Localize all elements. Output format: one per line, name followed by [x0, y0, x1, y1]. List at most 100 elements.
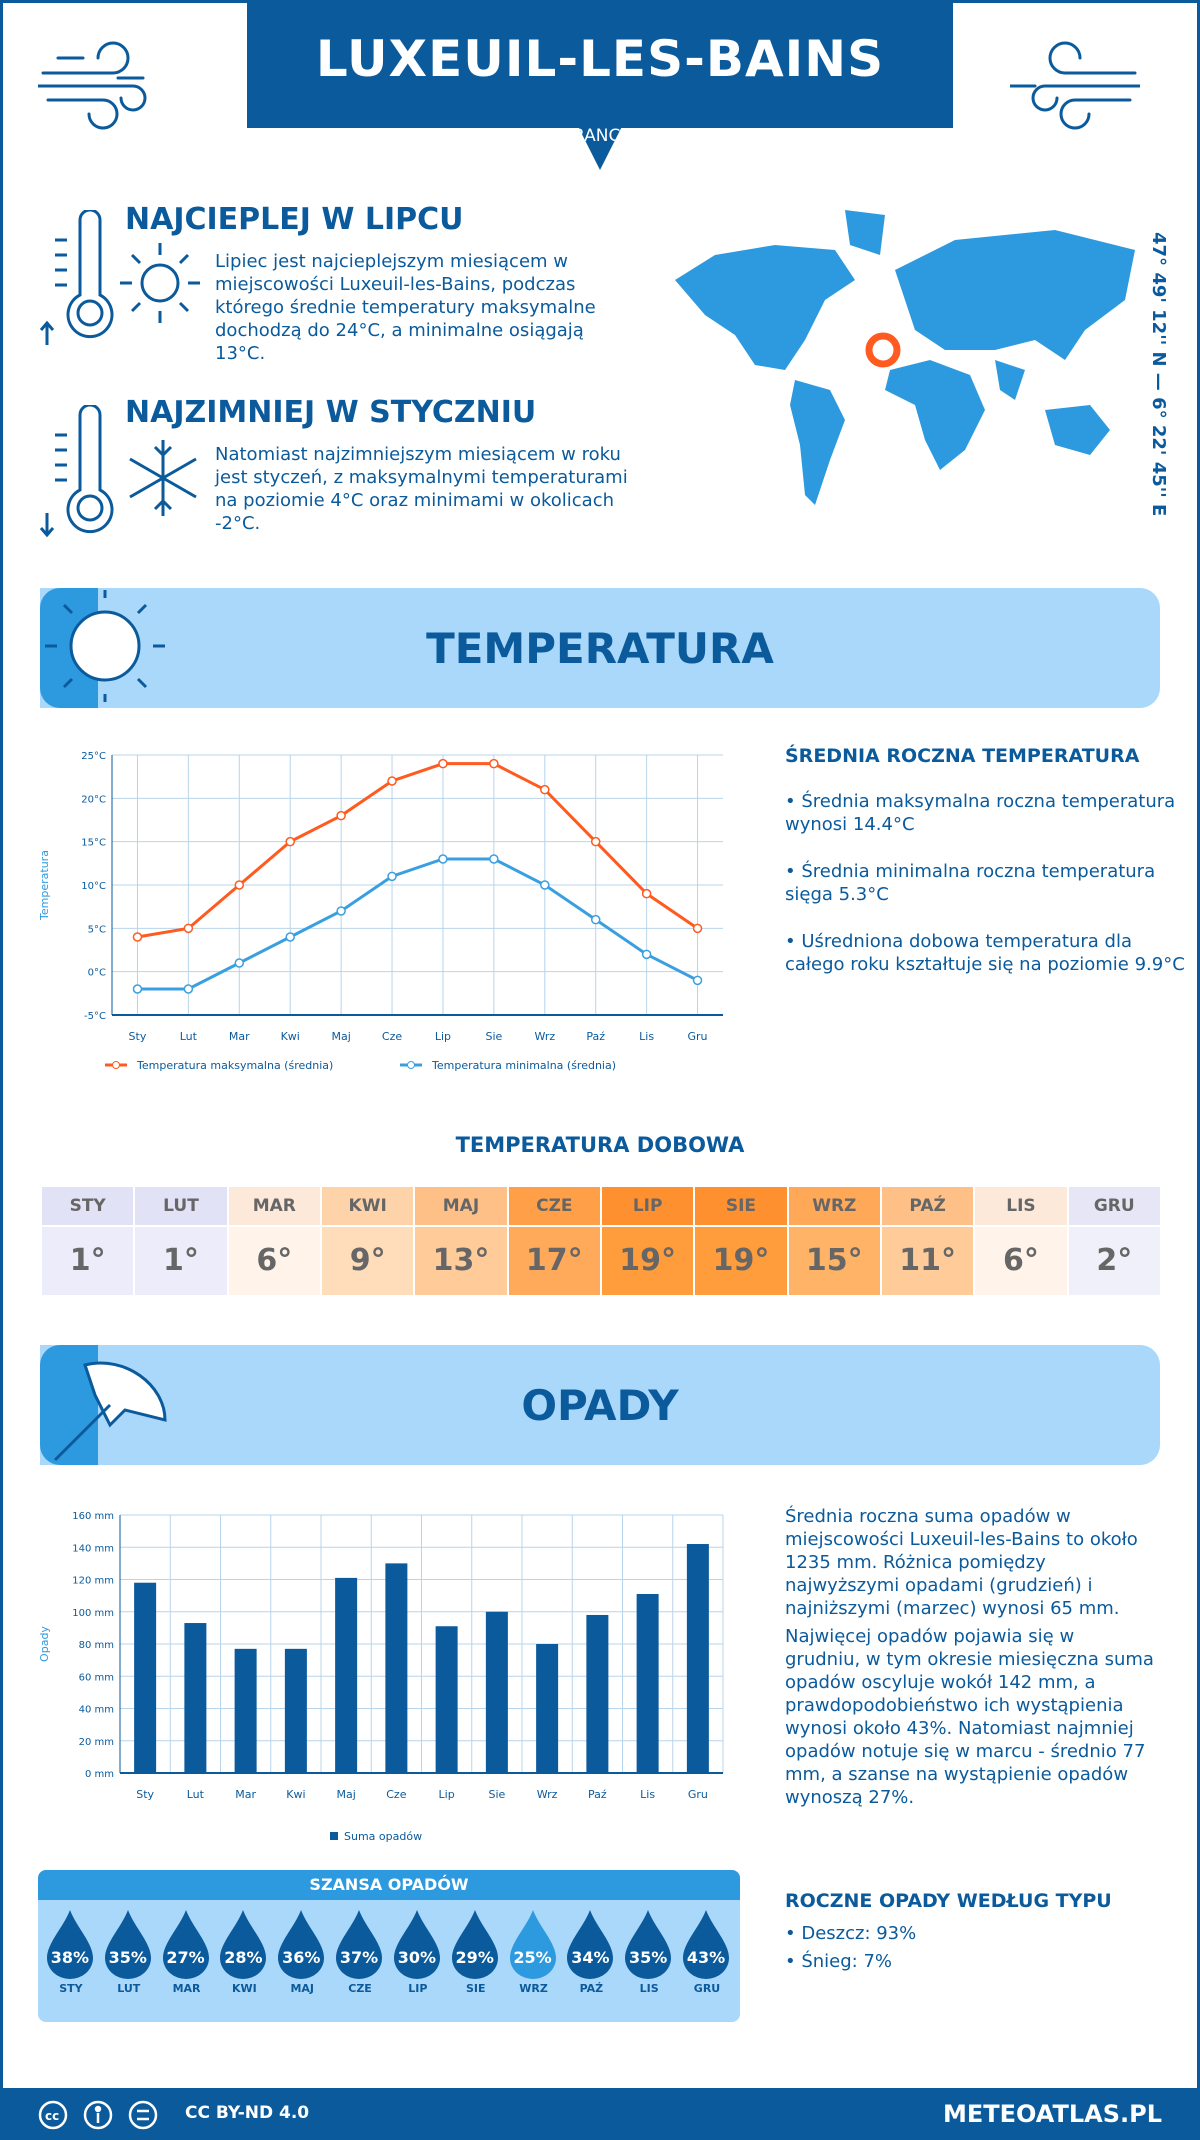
precip-chance-item: 29% SIE: [450, 1908, 502, 1995]
bar: [385, 1563, 408, 1773]
data-point: [540, 880, 550, 890]
site-link[interactable]: METEOATLAS.PL: [942, 2100, 1162, 2128]
x-tick-label: Lut: [180, 1030, 198, 1043]
x-tick-label: Kwi: [286, 1788, 305, 1801]
raindrop-icon: [46, 1910, 93, 1979]
x-tick-label: Lis: [640, 1788, 655, 1801]
month-label: CZE: [348, 1982, 372, 1995]
x-tick-label: Cze: [382, 1030, 402, 1043]
daily-temp-value: 2°: [1068, 1227, 1160, 1295]
x-tick-label: Sie: [485, 1030, 502, 1043]
bar: [536, 1644, 559, 1773]
precipitation-bar-chart: 0 mm 20 mm 40 mm 60 mm 80 mm 100 mm 120 mm 140 …: [40, 1511, 724, 1843]
coordinates-label: 47° 49' 12'' N — 6° 22' 45'' E: [1148, 232, 1169, 517]
country-label: FRANCJA: [563, 126, 637, 146]
precip-chance-item: 25% WRZ: [508, 1908, 560, 1995]
y-axis-label: Temperatura: [40, 850, 51, 921]
raindrop-icon: [451, 1910, 498, 1979]
precip-chance-value: 38%: [50, 1948, 90, 1967]
temperature-title: TEMPERATURA: [426, 624, 774, 673]
raindrop-icon: [393, 1910, 440, 1979]
precip-title: OPADY: [521, 1381, 679, 1430]
daily-temp-cell: MAR 6°: [228, 1187, 320, 1295]
data-point: [489, 854, 499, 864]
x-tick-label: Mar: [229, 1030, 250, 1043]
y-tick-label: 20 mm: [79, 1737, 114, 1748]
legend-marker: [407, 1061, 415, 1069]
raindrop-icon: [567, 1910, 614, 1979]
daily-temp-cell: STY 1°: [42, 1187, 134, 1295]
x-tick-label: Lip: [435, 1030, 451, 1043]
data-point: [387, 776, 397, 786]
data-point: [285, 836, 295, 847]
x-tick-label: Gru: [688, 1788, 708, 1801]
data-point: [132, 984, 143, 994]
y-tick-label: 10°C: [81, 881, 106, 892]
x-tick-label: Maj: [331, 1030, 350, 1043]
data-point: [438, 854, 448, 864]
precip-chance-value: 25%: [513, 1948, 552, 1967]
month-label: PAŹ: [881, 1187, 974, 1225]
month-label: WRZ: [788, 1187, 880, 1225]
precip-chance-value: 29%: [455, 1948, 494, 1967]
daily-temp-value: 11°: [881, 1227, 974, 1295]
daily-temp-value: 9°: [321, 1227, 414, 1295]
month-label: SIE: [695, 1187, 787, 1225]
raindrop-icon: [278, 1910, 325, 1979]
bar: [636, 1594, 659, 1773]
precip-chance-item: 38% STY: [45, 1908, 97, 1995]
bar: [586, 1614, 609, 1773]
data-point: [387, 871, 397, 882]
precip-chance-item: 36% MAJ: [276, 1908, 328, 1995]
hot-text: Lipiec jest najcieplejszym miesiącem w m…: [215, 251, 596, 364]
y-tick-label: 0 mm: [85, 1769, 114, 1780]
precip-type-rain: • Deszcz: 93%: [785, 1923, 917, 1944]
daily-temp-value: 17°: [508, 1227, 600, 1295]
daily-temp-value: 1°: [135, 1227, 227, 1295]
precip-chance-value: 30%: [397, 1948, 437, 1967]
temperature-banner: TEMPERATURA: [40, 588, 1160, 708]
precip-chance-item: 35% LUT: [103, 1908, 155, 1995]
month-label: LIP: [601, 1187, 694, 1225]
month-label: LIS: [975, 1187, 1067, 1225]
precip-chance-item: 34% PAŹ: [565, 1908, 617, 1995]
bar: [284, 1648, 307, 1773]
data-point: [336, 810, 346, 821]
y-tick-label: 100 mm: [72, 1608, 114, 1619]
daily-temp-value: 6°: [228, 1227, 320, 1295]
daily-temp-table: STY 1° LUT 1° MAR 6° KWI 9° MAJ 13° CZE 17° LIP 19° SI…: [42, 1187, 1160, 1295]
city-title: LUXEUIL-LES-BAINS: [315, 30, 885, 88]
precip-chance-value: 34%: [571, 1948, 610, 1967]
x-tick-label: Cze: [386, 1788, 406, 1801]
y-tick-label: 5°C: [88, 924, 106, 935]
month-label: KWI: [321, 1187, 414, 1225]
wind-icon-right: [1010, 41, 1140, 130]
thermometer-hot-icon: [39, 210, 200, 345]
svg-text:cc: cc: [45, 2109, 59, 2123]
legend-label: Temperatura minimalna (średnia): [431, 1059, 616, 1072]
series-line: [137, 762, 699, 939]
temperature-line-chart: -5°C 0°C 5°C 10°C 15°C 20°C 25°C Sty Lut Mar Kwi Ma…: [40, 751, 723, 1072]
bar: [184, 1623, 207, 1773]
month-label: MAR: [228, 1187, 320, 1225]
y-tick-label: -5°C: [84, 1011, 106, 1022]
bar: [485, 1611, 508, 1773]
daily-temp-value: 15°: [788, 1227, 880, 1295]
x-tick-label: Lut: [187, 1788, 205, 1801]
raindrop-icon: [220, 1910, 267, 1979]
y-tick-label: 80 mm: [79, 1640, 114, 1651]
raindrop-icon: [162, 1910, 209, 1979]
precip-chance-value: 35%: [108, 1948, 147, 1967]
annual-temp-bullet: • Średnia minimalna roczna temperatura s…: [785, 861, 1156, 905]
month-label: MAJ: [290, 1982, 314, 1995]
precip-chance-value: 43%: [686, 1948, 726, 1967]
daily-temp-cell: GRU 2°: [1068, 1187, 1160, 1295]
legend-label: Suma opadów: [344, 1830, 422, 1843]
x-tick-label: Wrz: [537, 1788, 558, 1801]
daily-temp-cell: WRZ 15°: [788, 1187, 880, 1295]
y-tick-label: 20°C: [81, 794, 106, 805]
precip-chance-value: 37%: [339, 1948, 379, 1967]
precip-chance-item: 43% GRU: [681, 1908, 733, 1995]
legend-marker: [112, 1061, 120, 1069]
y-tick-label: 0°C: [88, 968, 106, 979]
